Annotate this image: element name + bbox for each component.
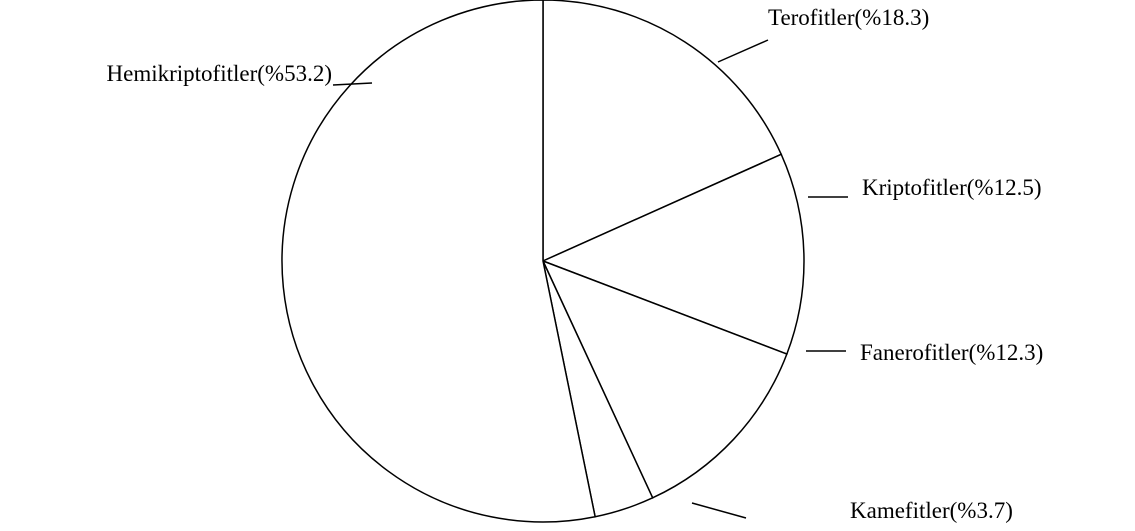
value-label: (%12.3) [969,340,1044,365]
value-label: (%53.2) [257,61,332,86]
pie-slice [542,0,783,263]
pie-slice [541,153,805,355]
pie-slice [541,259,788,499]
category-label: Kamefitler [850,498,950,523]
slice-label: Kriptofitler(%12.5) [862,175,1041,200]
leader-line [332,82,373,86]
slice-label: Hemikriptofitler(%53.2) [107,61,332,86]
category-label: Fanerofitler [860,340,969,365]
category-label: Kriptofitler [862,175,967,200]
slice-label: Terofitler(%18.3) [768,5,929,30]
slice-label: Fanerofitler(%12.3) [860,340,1043,365]
pie-slice [281,0,597,523]
value-label: (%12.5) [967,175,1042,200]
value-label: (%18.3) [855,5,930,30]
leader-line [717,39,769,63]
category-label: Terofitler [768,5,855,30]
value-label: (%3.7) [950,498,1013,523]
leader-line [691,502,747,519]
slice-label: Kamefitler(%3.7) [850,498,1013,523]
category-label: Hemikriptofitler [107,61,258,86]
